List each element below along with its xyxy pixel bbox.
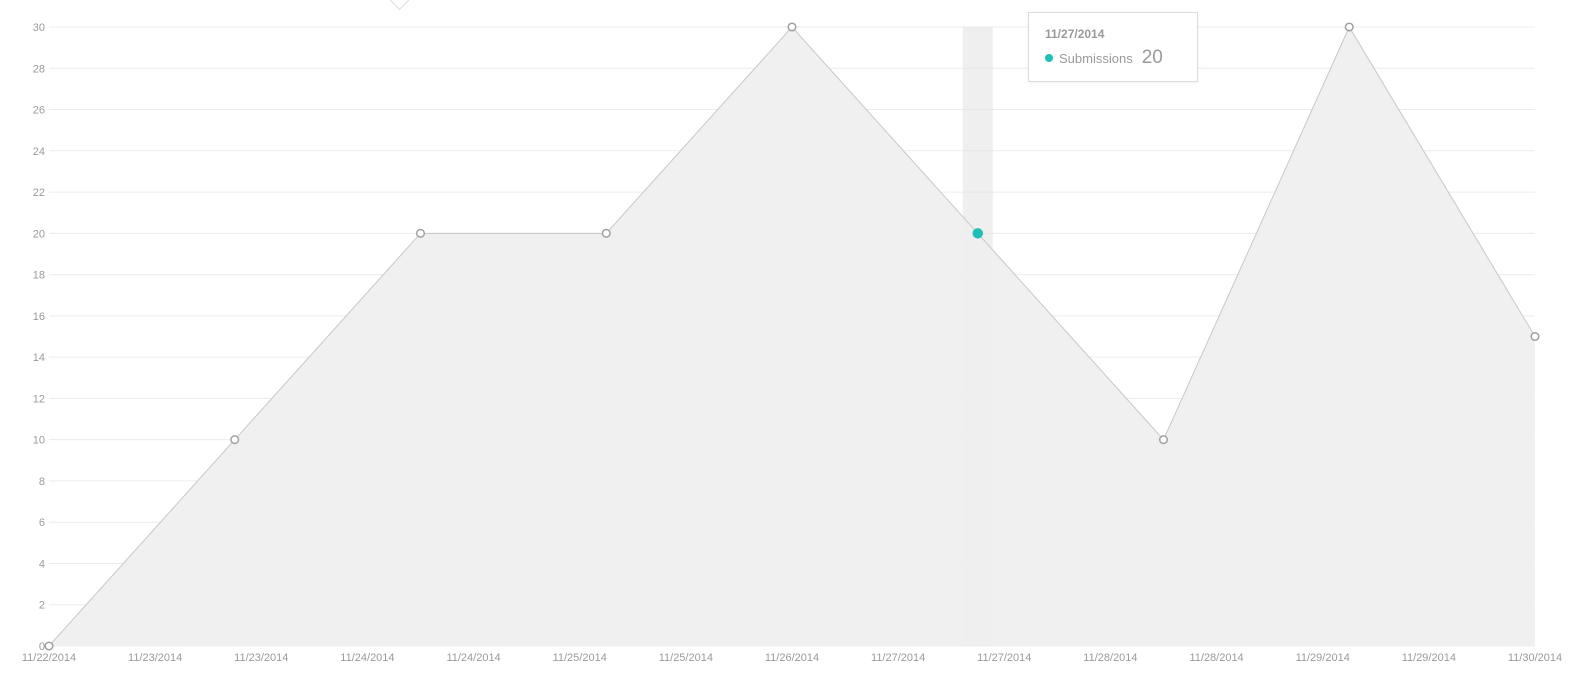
y-tick-label: 30 bbox=[33, 22, 45, 34]
x-tick-label: 11/27/2014 bbox=[977, 652, 1031, 664]
x-tick-label: 11/28/2014 bbox=[1189, 652, 1243, 664]
series-marker-layer bbox=[44, 22, 1540, 651]
y-tick-label: 10 bbox=[33, 435, 45, 447]
data-point[interactable] bbox=[1530, 331, 1540, 342]
x-tick-label: 11/26/2014 bbox=[765, 652, 819, 664]
data-point[interactable] bbox=[601, 228, 611, 238]
series-area-layer bbox=[48, 25, 1536, 647]
data-point-highlighted[interactable] bbox=[972, 228, 983, 239]
tooltip-value: 20 bbox=[1141, 47, 1163, 68]
y-tick-label: 20 bbox=[33, 228, 45, 240]
y-tick-label: 0 bbox=[39, 641, 45, 653]
data-point[interactable] bbox=[44, 641, 54, 651]
x-tick-label: 11/23/2014 bbox=[234, 652, 288, 664]
x-tick-label: 11/27/2014 bbox=[871, 652, 925, 664]
chart-tooltip: 11/27/2014 Submissions 20 bbox=[1028, 12, 1198, 82]
y-tick-label: 14 bbox=[33, 352, 45, 364]
x-tick-label: 11/24/2014 bbox=[340, 652, 394, 664]
y-tick-label: 26 bbox=[33, 105, 45, 117]
x-tick-label: 11/25/2014 bbox=[659, 652, 713, 664]
y-tick-label: 28 bbox=[33, 63, 45, 75]
y-tick-label: 22 bbox=[33, 187, 45, 199]
y-tick-label: 8 bbox=[39, 476, 45, 488]
x-tick-label: 11/23/2014 bbox=[128, 652, 182, 664]
y-tick-label: 6 bbox=[39, 517, 45, 529]
series-area-submissions bbox=[49, 27, 1535, 646]
x-tick-label: 11/29/2014 bbox=[1296, 652, 1350, 664]
data-point[interactable] bbox=[787, 22, 797, 32]
y-tick-label: 16 bbox=[33, 311, 45, 323]
x-tick-label: 11/24/2014 bbox=[446, 652, 500, 664]
x-tick-label: 11/25/2014 bbox=[553, 652, 607, 664]
data-point[interactable] bbox=[415, 228, 426, 238]
data-point[interactable] bbox=[1158, 435, 1169, 445]
tooltip-series-name: Submissions bbox=[1059, 50, 1133, 66]
data-point[interactable] bbox=[1344, 22, 1354, 32]
tooltip-date: 11/27/2014 bbox=[1045, 27, 1105, 41]
y-tick-label: 2 bbox=[39, 600, 45, 612]
x-tick-label: 11/28/2014 bbox=[1083, 652, 1137, 664]
y-tick-label: 12 bbox=[33, 393, 45, 405]
x-tick-label: 11/22/2014 bbox=[22, 652, 76, 664]
y-tick-label: 4 bbox=[39, 558, 45, 570]
y-tick-label: 18 bbox=[33, 270, 45, 282]
x-tick-label: 11/29/2014 bbox=[1402, 652, 1456, 664]
x-tick-label: 11/30/2014 bbox=[1508, 652, 1562, 664]
tooltip-row: Submissions 20 bbox=[1045, 47, 1181, 69]
data-point[interactable] bbox=[230, 435, 240, 445]
series-color-dot-icon bbox=[1045, 54, 1053, 62]
x-axis: 11/22/2014 11/23/2014 11/23/2014 11/24/2014… bbox=[22, 652, 1562, 664]
y-tick-label: 24 bbox=[33, 146, 45, 158]
